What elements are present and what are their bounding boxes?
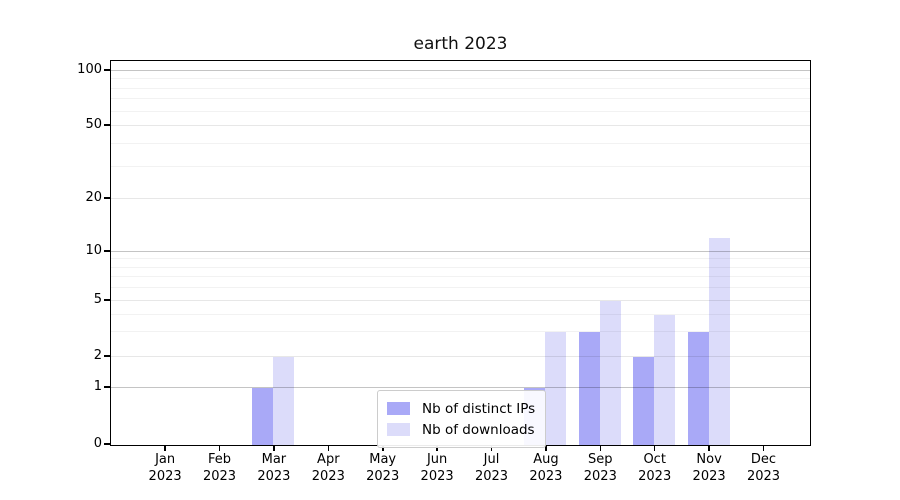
month-year: 2023 xyxy=(474,469,509,484)
x-tick-mark-nov xyxy=(708,445,710,451)
bar-distinct-ips-sep xyxy=(578,332,600,445)
month-year: 2023 xyxy=(148,469,182,484)
month-year: 2023 xyxy=(366,469,400,484)
y-tick-label-100: 100 xyxy=(77,62,102,77)
legend-swatch-downloads xyxy=(387,423,410,436)
legend-label: Nb of downloads xyxy=(422,421,535,438)
month-year: 2023 xyxy=(529,469,563,484)
month-name: Sep xyxy=(588,452,613,467)
x-tick-label-apr: Apr 2023 xyxy=(286,451,370,485)
x-tick-label-mar: Mar 2023 xyxy=(232,451,316,485)
bar-downloads-oct xyxy=(654,314,676,445)
legend-item-1: Nb of downloads xyxy=(387,419,535,440)
x-tick-mark-aug xyxy=(545,445,547,451)
month-name: Jan xyxy=(155,452,176,467)
x-tick-mark-oct xyxy=(653,445,656,451)
month-name: Dec xyxy=(750,452,777,467)
legend-item-0: Nb of distinct IPs xyxy=(387,398,535,419)
x-tick-mark-feb xyxy=(218,445,221,451)
y-tick-mark-50 xyxy=(104,124,110,126)
x-tick-mark-jan xyxy=(164,445,166,451)
bar-downloads-aug xyxy=(545,332,567,445)
y-tick-label-10: 10 xyxy=(85,243,102,258)
x-tick-label-jul: Jul 2023 xyxy=(450,451,534,485)
x-tick-label-dec: Dec 2023 xyxy=(722,451,806,485)
month-name: Oct xyxy=(643,452,666,467)
month-year: 2023 xyxy=(202,469,237,484)
x-tick-label-feb: Feb 2023 xyxy=(178,451,262,485)
bar-distinct-ips-mar xyxy=(252,388,274,445)
x-tick-label-jun: Jun 2023 xyxy=(395,451,479,485)
x-tick-label-nov: Nov 2023 xyxy=(667,451,751,485)
x-tick-label-oct: Oct 2023 xyxy=(613,451,697,485)
bar-distinct-ips-nov xyxy=(687,332,709,445)
month-year: 2023 xyxy=(311,469,345,484)
legend: Nb of distinct IPs Nb of downloads xyxy=(377,390,547,448)
y-tick-label-5: 5 xyxy=(93,292,102,307)
month-name: Feb xyxy=(207,452,232,467)
y-tick-label-1: 1 xyxy=(93,379,102,394)
y-tick-mark-2 xyxy=(104,355,110,357)
month-year: 2023 xyxy=(420,469,454,484)
bar-downloads-sep xyxy=(599,301,621,445)
month-name: Aug xyxy=(533,452,559,467)
legend-label: Nb of distinct IPs xyxy=(422,400,536,417)
x-tick-mark-dec xyxy=(762,445,765,451)
y-tick-mark-0 xyxy=(104,443,110,445)
x-tick-mark-sep xyxy=(599,445,601,451)
month-year: 2023 xyxy=(583,469,617,484)
month-year: 2023 xyxy=(257,469,291,484)
y-tick-mark-1 xyxy=(104,386,110,388)
y-tick-label-2: 2 xyxy=(93,348,102,363)
month-year: 2023 xyxy=(638,469,672,484)
y-tick-mark-100 xyxy=(104,69,110,71)
y-tick-mark-5 xyxy=(104,299,110,301)
y-tick-mark-20 xyxy=(104,197,110,199)
y-tick-label-50: 50 xyxy=(85,117,102,132)
y-tick-mark-10 xyxy=(104,250,110,252)
plot-area: Nb of distinct IPs Nb of downloads xyxy=(110,60,811,448)
month-name: Jul xyxy=(483,452,500,467)
month-name: Apr xyxy=(317,452,340,467)
x-tick-label-sep: Sep 2023 xyxy=(558,451,642,485)
x-tick-label-jan: Jan 2023 xyxy=(123,451,207,485)
y-tick-label-0: 0 xyxy=(93,436,102,451)
month-name: Mar xyxy=(261,452,287,467)
month-year: 2023 xyxy=(746,469,781,484)
month-name: May xyxy=(369,452,397,467)
bar-downloads-nov xyxy=(708,238,730,445)
month-name: Jun xyxy=(426,452,448,467)
x-tick-label-may: May 2023 xyxy=(341,451,425,485)
legend-swatch-distinct-ips xyxy=(387,402,410,415)
x-tick-mark-apr xyxy=(327,445,329,451)
month-name: Nov xyxy=(696,452,722,467)
bar-downloads-mar xyxy=(273,357,295,445)
y-tick-label-20: 20 xyxy=(85,190,102,205)
chart-title: earth 2023 xyxy=(413,34,508,54)
bar-distinct-ips-oct xyxy=(633,357,655,445)
x-tick-label-aug: Aug 2023 xyxy=(504,451,588,485)
x-tick-mark-mar xyxy=(273,445,275,451)
month-year: 2023 xyxy=(692,469,726,484)
bars-layer xyxy=(111,61,810,445)
